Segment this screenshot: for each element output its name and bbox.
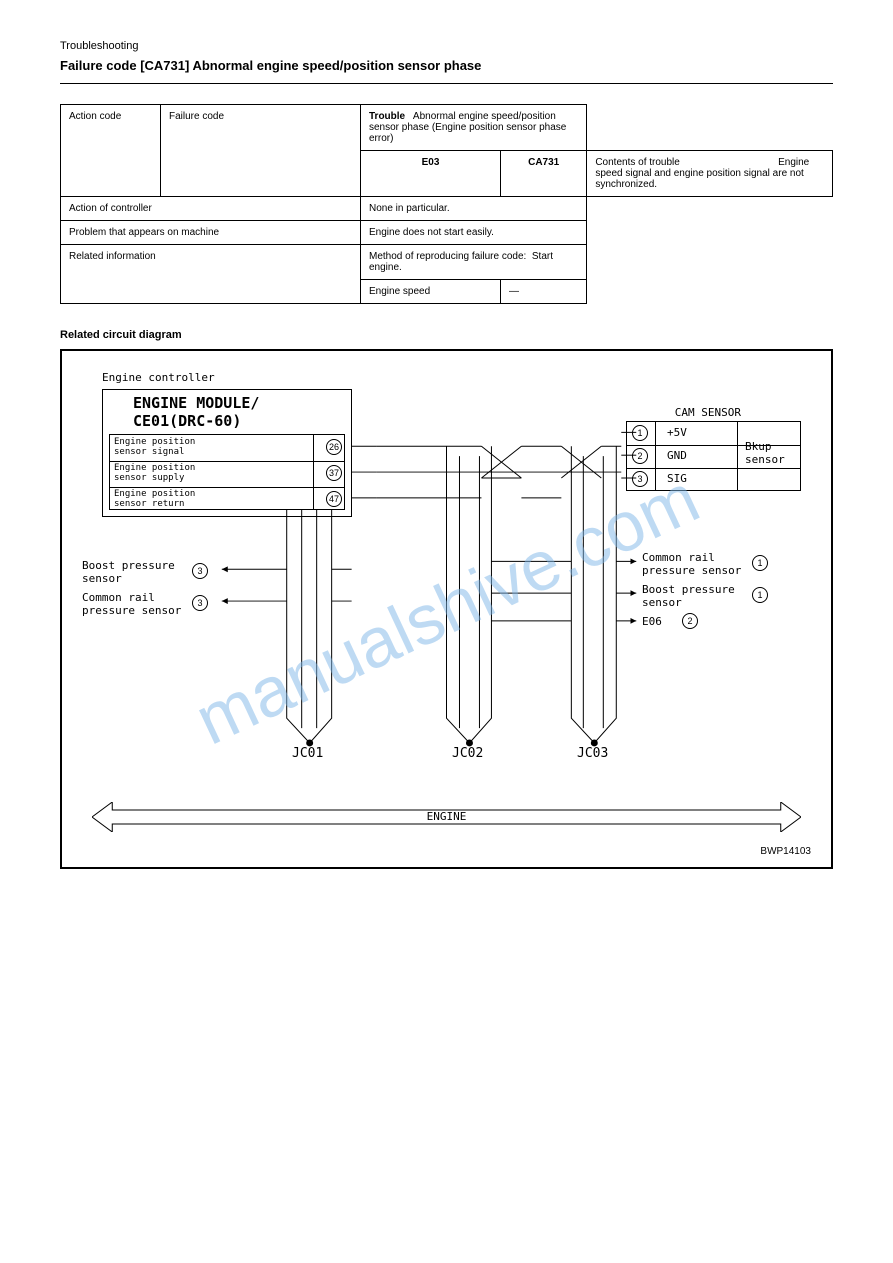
doc-header: Troubleshooting xyxy=(60,40,833,52)
th-action-code: Action code xyxy=(61,105,161,197)
th-failure-code: Failure code xyxy=(161,105,361,197)
contents-head: Contents of trouble xyxy=(595,157,775,168)
td-related-body: Method of reproducing failure code: Star… xyxy=(361,245,587,280)
th-trouble: Trouble Abnormal engine speed/position s… xyxy=(361,105,587,151)
td-action-ctrl-body: None in particular. xyxy=(361,197,587,221)
td-problem-body: Engine does not start easily. xyxy=(361,221,587,245)
circuit-diagram: manualshive.com Engine controller ENGINE… xyxy=(60,349,833,869)
wiring-svg xyxy=(62,351,831,867)
doc-section: Troubleshooting xyxy=(60,40,138,52)
td-action-ctrl-head: Action of controller xyxy=(61,197,361,221)
page-title: Failure code [CA731] Abnormal engine spe… xyxy=(60,58,833,73)
td-contents: Contents of trouble Engine speed signal … xyxy=(587,151,833,197)
td-problem-head: Problem that appears on machine xyxy=(61,221,361,245)
trouble-head: Trouble xyxy=(369,111,405,122)
failure-spec-table: Action code Failure code Trouble Abnorma… xyxy=(60,104,833,304)
circuit-heading: Related circuit diagram xyxy=(60,329,833,341)
td-related-head: Related information xyxy=(61,245,361,304)
reproduce-head: Method of reproducing failure code xyxy=(369,251,524,262)
td-engine-speed-head: Engine speed xyxy=(361,280,501,304)
td-failure-code-val: CA731 xyxy=(501,151,587,197)
td-action-code-val: E03 xyxy=(361,151,501,197)
divider xyxy=(60,83,833,84)
td-engine-speed-val: — xyxy=(501,280,587,304)
